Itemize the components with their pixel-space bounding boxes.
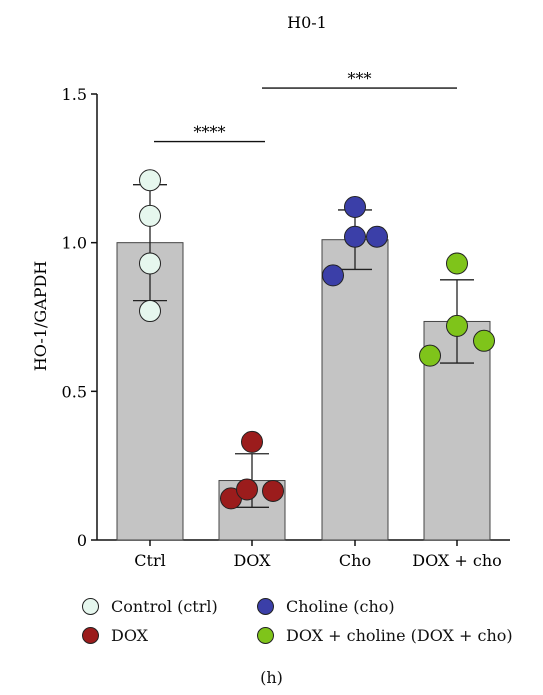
legend-item-cho: Choline (cho) xyxy=(257,597,395,616)
x-tick-label: DOX xyxy=(233,551,271,570)
data-point xyxy=(322,264,344,287)
data-point xyxy=(262,479,284,502)
bar xyxy=(321,239,389,541)
legend-marker-dox xyxy=(82,627,99,644)
legend-item-dox: DOX xyxy=(82,626,148,645)
data-point xyxy=(446,252,468,275)
legend-label-dox: DOX xyxy=(111,626,149,645)
y-axis-label: HO-1/GAPDH xyxy=(31,261,50,372)
legend-marker-ctrl xyxy=(82,598,99,615)
data-point xyxy=(473,329,495,352)
bar-chart: H0-1 HO-1/GAPDH 0 0.5 1.0 1.5 Ctrl DOX Cho DOX … xyxy=(31,13,510,570)
x-tick-label: Cho xyxy=(339,551,371,570)
legend-label-cho: Choline (cho) xyxy=(286,597,395,616)
y-tick-label: 0.5 xyxy=(62,382,87,401)
significance-label: *** xyxy=(348,69,372,88)
chart-title: H0-1 xyxy=(287,13,327,32)
panel-label: (h) xyxy=(260,668,283,687)
y-tick-label: 1.0 xyxy=(62,234,87,253)
legend-item-ctrl: Control (ctrl) xyxy=(82,597,218,616)
legend-item-dox-cho: DOX + choline (DOX + cho) xyxy=(257,626,513,645)
data-point xyxy=(344,195,366,218)
data-point xyxy=(366,225,388,248)
legend-marker-dox-cho xyxy=(257,627,274,644)
data-point xyxy=(139,300,161,323)
data-point xyxy=(419,344,441,367)
data-point xyxy=(344,225,366,248)
x-tick-label: Ctrl xyxy=(134,551,165,570)
data-point xyxy=(241,430,263,453)
x-tick-label: DOX + cho xyxy=(412,551,502,570)
data-point xyxy=(139,204,161,227)
legend-label-dox-cho: DOX + choline (DOX + cho) xyxy=(286,626,513,645)
y-tick-label: 0 xyxy=(77,531,87,550)
legend-label-ctrl: Control (ctrl) xyxy=(111,597,218,616)
legend-marker-cho xyxy=(257,598,274,615)
data-point xyxy=(236,478,258,501)
significance-label: **** xyxy=(194,123,226,142)
data-point xyxy=(139,252,161,275)
y-tick-label: 1.5 xyxy=(62,85,87,104)
data-point xyxy=(139,169,161,192)
data-point xyxy=(446,314,468,337)
